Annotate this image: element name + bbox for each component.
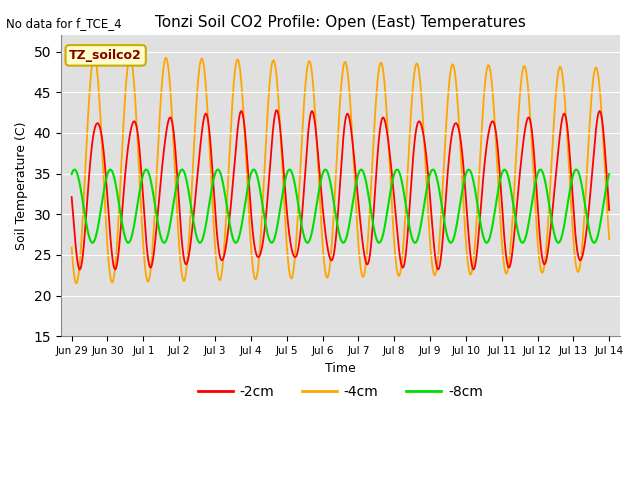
Legend: -2cm, -4cm, -8cm: -2cm, -4cm, -8cm	[193, 380, 488, 405]
Y-axis label: Soil Temperature (C): Soil Temperature (C)	[15, 121, 28, 250]
X-axis label: Time: Time	[325, 361, 356, 374]
Title: Tonzi Soil CO2 Profile: Open (East) Temperatures: Tonzi Soil CO2 Profile: Open (East) Temp…	[155, 15, 526, 30]
Text: TZ_soilco2: TZ_soilco2	[69, 49, 142, 62]
Text: No data for f_TCE_4: No data for f_TCE_4	[6, 17, 122, 30]
